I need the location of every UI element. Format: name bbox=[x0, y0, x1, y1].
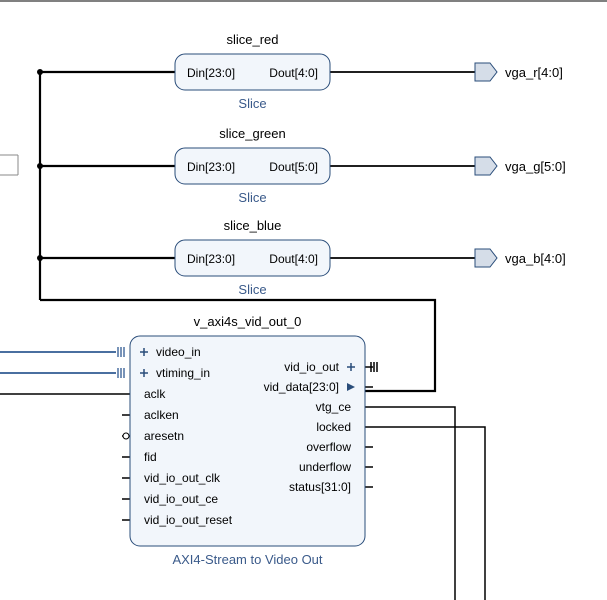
svg-text:vga_r[4:0]: vga_r[4:0] bbox=[505, 65, 563, 80]
svg-text:aclk: aclk bbox=[144, 387, 166, 401]
svg-text:slice_blue: slice_blue bbox=[224, 218, 282, 233]
svg-text:vid_io_out: vid_io_out bbox=[284, 360, 339, 374]
output-pin bbox=[475, 249, 497, 267]
svg-text:vtiming_in: vtiming_in bbox=[156, 366, 210, 380]
svg-text:Din[23:0]: Din[23:0] bbox=[187, 66, 235, 80]
svg-text:locked: locked bbox=[316, 420, 351, 434]
svg-text:vtg_ce: vtg_ce bbox=[316, 400, 352, 414]
svg-text:v_axi4s_vid_out_0: v_axi4s_vid_out_0 bbox=[194, 314, 302, 329]
output-pin bbox=[475, 63, 497, 81]
svg-text:overflow: overflow bbox=[306, 440, 351, 454]
block-diagram-canvas: vga_r[4:0] vga_g[5:0] vga_b[4:0] slice_red… bbox=[0, 0, 607, 600]
svg-text:fid: fid bbox=[144, 450, 157, 464]
svg-text:Slice: Slice bbox=[238, 96, 266, 111]
svg-text:aresetn: aresetn bbox=[144, 429, 184, 443]
svg-text:Slice: Slice bbox=[238, 282, 266, 297]
slice-dout: Dout[4:0] bbox=[269, 66, 318, 80]
svg-text:vid_io_out_reset: vid_io_out_reset bbox=[144, 513, 233, 527]
svg-text:status[31:0]: status[31:0] bbox=[289, 480, 351, 494]
svg-text:vga_b[4:0]: vga_b[4:0] bbox=[505, 251, 566, 266]
svg-text:aclken: aclken bbox=[144, 408, 179, 422]
svg-text:slice_green: slice_green bbox=[219, 126, 286, 141]
svg-text:vid_io_out_ce: vid_io_out_ce bbox=[144, 492, 218, 506]
output-pin bbox=[475, 157, 497, 175]
slice-dout: Dout[4:0] bbox=[269, 252, 318, 266]
slice-dout: Dout[5:0] bbox=[269, 160, 318, 174]
svg-text:AXI4-Stream to Video Out: AXI4-Stream to Video Out bbox=[172, 552, 322, 567]
svg-text:vid_io_out_clk: vid_io_out_clk bbox=[144, 471, 221, 485]
svg-text:slice_red: slice_red bbox=[226, 32, 278, 47]
svg-text:Din[23:0]: Din[23:0] bbox=[187, 160, 235, 174]
svg-text:Slice: Slice bbox=[238, 190, 266, 205]
svg-text:video_in: video_in bbox=[156, 345, 201, 359]
svg-text:vga_g[5:0]: vga_g[5:0] bbox=[505, 159, 566, 174]
svg-text:Din[23:0]: Din[23:0] bbox=[187, 252, 235, 266]
svg-text:underflow: underflow bbox=[299, 460, 351, 474]
svg-text:vid_data[23:0]: vid_data[23:0] bbox=[264, 380, 339, 394]
